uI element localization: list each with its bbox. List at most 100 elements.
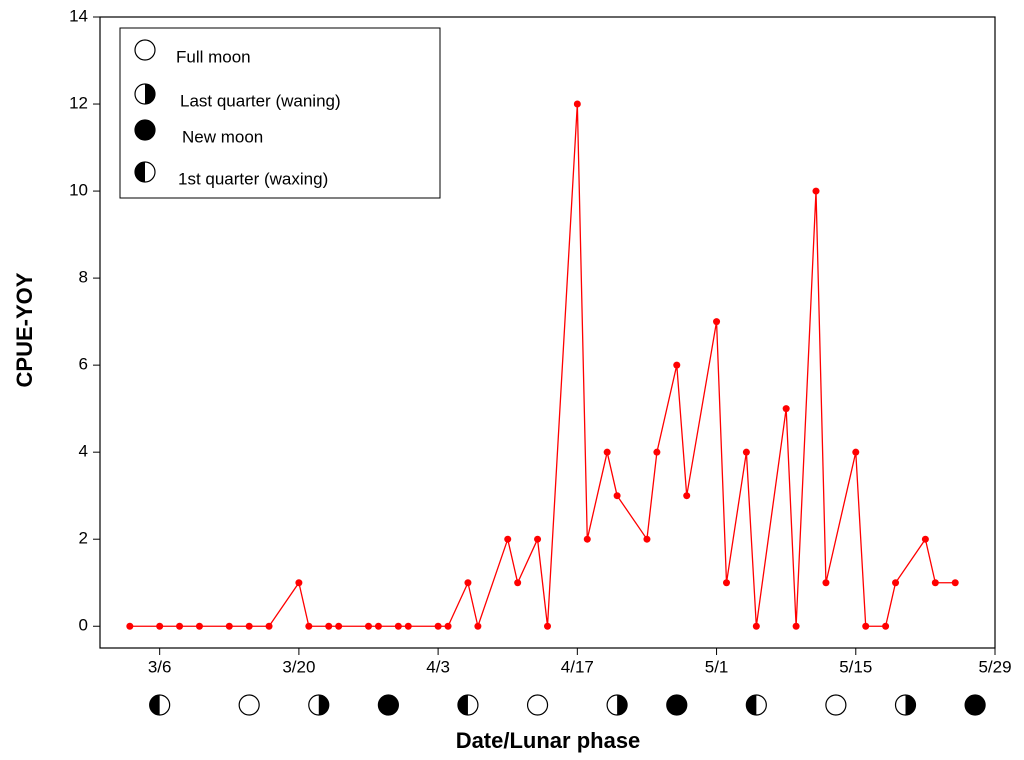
data-point [921,535,929,543]
data-point [295,579,303,587]
data-point [752,622,760,630]
data-point [374,622,382,630]
data-point [713,318,721,326]
data-point [643,535,651,543]
data-point [723,579,730,587]
data-point [673,361,681,369]
y-tick-label: 2 [79,529,88,548]
data-point [474,622,482,630]
y-tick-label: 14 [69,6,88,25]
data-point [812,187,820,195]
data-point [852,448,860,456]
legend-box [119,27,441,199]
moon-symbol [526,694,549,716]
data-point [683,492,691,500]
data-point [742,448,750,456]
moon-part [964,694,986,716]
data-point [892,579,900,587]
moon-part [134,119,156,141]
x-tick-label: 5/1 [705,657,729,676]
x-tick-label: 3/20 [282,657,315,676]
data-point [464,579,472,587]
data-point [245,622,253,630]
data-point [862,622,870,630]
data-point [156,622,164,630]
data-point [583,535,591,543]
moon-symbol [134,83,156,105]
moon-symbol [825,694,847,716]
moon-symbol [308,694,330,716]
data-point [325,622,333,630]
data-point [504,535,512,543]
moon-part [377,694,399,716]
y-tick-label: 4 [79,442,88,461]
data-point [195,622,203,630]
data-point [444,622,452,630]
moon-part [135,162,145,182]
moon-symbol [457,694,479,716]
data-point [225,622,233,630]
x-tick-label: 4/17 [561,657,594,676]
data-point [653,448,661,456]
moon-part [318,695,329,715]
data-point [882,622,890,630]
legend-label: Full moon [176,47,251,66]
y-axis-title: CPUE-YOY [12,272,37,387]
moon-part [526,694,549,716]
moon-part [238,694,260,716]
moon-symbol [606,694,628,716]
data-point [404,622,412,630]
moon-symbol [745,694,767,716]
moon-part [457,695,468,715]
legend-label: New moon [182,127,263,146]
data-line [129,103,956,629]
data-point [265,622,273,630]
data-point [951,579,959,587]
data-point [931,579,939,587]
x-tick-label: 5/15 [839,657,872,676]
data-point [514,579,522,587]
moon-part [149,695,160,715]
moon-symbol [894,694,917,716]
data-point [335,622,343,630]
moon-part [145,84,155,104]
moon-part [905,695,916,715]
data-point [534,535,542,543]
data-point [573,100,581,108]
data-point [782,405,790,413]
moon-symbol [377,694,399,716]
plot-frame [99,16,996,649]
y-tick-label: 12 [69,94,88,113]
moon-symbol [238,694,260,716]
moon-part [134,39,156,61]
moon-part [666,694,688,716]
data-point [176,622,184,630]
data-point [544,622,551,630]
data-point [603,448,611,456]
legend-label: 1st quarter (waxing) [178,169,328,188]
moon-symbol [149,694,171,716]
data-point [792,622,800,630]
x-tick-label: 5/29 [978,657,1011,676]
data-point [613,492,621,500]
y-tick-label: 6 [79,355,88,374]
x-tick-label: 4/3 [426,657,450,676]
data-point [822,579,830,587]
data-point [394,622,402,630]
moon-part [825,694,847,716]
moon-symbol [134,39,156,61]
moon-part [617,695,628,715]
data-point [365,622,372,630]
data-point [305,622,313,630]
legend-label: Last quarter (waning) [180,91,341,110]
y-tick-label: 0 [79,616,88,635]
moon-symbol [134,161,156,183]
y-tick-label: 10 [69,181,88,200]
x-tick-label: 3/6 [148,657,172,676]
data-point [126,622,134,630]
y-tick-label: 8 [79,268,88,287]
moon-symbol [666,694,688,716]
data-point [434,622,442,630]
moon-part [746,695,757,715]
